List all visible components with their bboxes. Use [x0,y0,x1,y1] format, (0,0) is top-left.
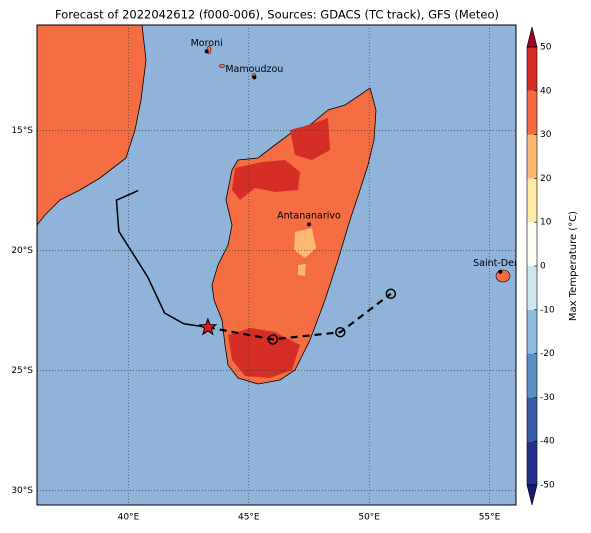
colorbar-extend [526,484,538,506]
x-tick-label: 55°E [479,513,501,523]
hot-area [228,328,300,378]
cyclone-track [115,189,209,329]
forecast-point [267,334,279,345]
y-tick-label: 15°S [11,126,33,136]
colorbar-tick-label: 40 [540,86,552,96]
colorbar-segment [527,134,537,179]
colorbar-segment [527,222,537,266]
map-frame [36,24,517,506]
colorbar-tick-label: -10 [540,305,555,315]
city-label: Mamoudzou [225,64,283,75]
city-label: Saint-Denis [473,258,527,269]
axes: 40°E 45°E 50°E 55°E 15°S 20°S 25°S 30°S [11,126,500,522]
map-overlay: Moroni Mamoudzou Antananarivo Saint-Denis [37,25,527,505]
y-tick-label: 25°S [11,366,33,376]
reunion [495,269,511,283]
x-tick-label: 50°E [358,513,380,523]
x-tick-label: 40°E [118,513,140,523]
colorbar-segment [527,178,537,223]
mild-area [298,264,306,276]
comoros [218,64,226,68]
colorbar-tick-label: 20 [540,174,552,184]
colorbar-tick-label: 0 [540,262,546,272]
y-tick-label: 30°S [11,486,33,496]
forecast-point [335,326,346,338]
colorbar-label: Max Temperature (°C) [568,211,579,321]
africa [37,25,147,226]
map-title: Forecast of 2022042612 (f000-006), Sourc… [55,8,499,22]
y-tick-label: 20°S [11,246,33,256]
colorbar: 50 40 30 20 10 0 -10 -20 -30 -40 -50 Max Temperatur… [526,26,579,506]
city-marker [252,75,257,80]
colorbar-tick-label: -20 [540,349,555,359]
city-label: Moroni [191,38,223,49]
colorbar-tick-label: 30 [540,130,552,140]
colorbar-tick-label: -40 [540,437,555,447]
city-marker [204,49,209,54]
colorbar-segment [527,441,537,485]
colorbar-segment [527,266,537,310]
cyclone-track [207,292,392,341]
storm-position [198,317,218,336]
city-label: Antananarivo [277,211,341,222]
colorbar-tick-label: -50 [540,481,555,491]
hot-area [290,118,330,160]
colorbar-tick-label: 50 [540,43,552,53]
colorbar-tick-label: 10 [540,218,552,228]
colorbar-segment [527,47,537,91]
forecast-point [385,288,397,300]
city-marker [498,269,503,274]
colorbar-segment [527,353,537,398]
map-area: Moroni Mamoudzou Antananarivo Saint-Denis [37,25,527,505]
colorbar-segment [527,397,537,442]
city-marker [306,222,311,227]
colorbar-segment [527,309,537,354]
colorbar-segment [527,90,537,135]
x-tick-label: 45°E [238,513,260,523]
colorbar-tick-label: -30 [540,393,555,403]
colorbar-extend [526,26,538,48]
